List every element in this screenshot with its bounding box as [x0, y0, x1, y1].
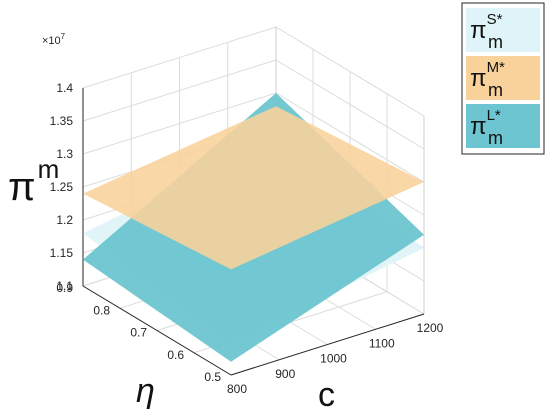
z-axis-label: πm [8, 154, 59, 209]
legend-label: πM* m [470, 59, 505, 100]
surface-m-star [83, 106, 424, 270]
legend-swatch [466, 104, 540, 148]
z-tick-label: 1.25 [50, 180, 74, 194]
y-tick-label: 0.8 [93, 303, 110, 317]
x-axis-label: c [318, 376, 335, 414]
legend-label: πL* m [470, 107, 503, 148]
y-tick-label: 0.9 [56, 281, 73, 295]
x-axis-line [230, 313, 425, 376]
legend-label: πS* m [470, 11, 503, 52]
y-axis-label: η [136, 372, 155, 410]
x-tick-label: 1000 [320, 352, 347, 366]
legend-swatch [466, 56, 540, 100]
z-tick-label: 1.4 [56, 81, 73, 95]
z-tick-label: 1.15 [50, 246, 74, 260]
exponent-label: ×107 [42, 32, 66, 47]
y-tick-label: 0.5 [204, 370, 221, 384]
x-tick-label: 1200 [417, 321, 444, 335]
z-tick-label: 1.2 [56, 213, 73, 227]
floor-lines [82, 285, 425, 376]
x-tick-label: 800 [227, 382, 247, 396]
z-tick-label: 1.35 [50, 114, 74, 128]
z-tick-label: 1.1 [56, 279, 73, 293]
legend: πS* m πM* m πL* m [461, 2, 545, 155]
z-tick-label: 1.3 [56, 147, 73, 161]
x-tick-label: 1100 [369, 336, 395, 350]
y-tick-label: 0.6 [167, 348, 184, 362]
surfaces [83, 93, 424, 362]
z-gridline [82, 26, 425, 117]
tick-labels: 800 900 1000 1100 1200 0.5 0.6 0.7 0.8 0.91.1 1.15… [50, 81, 444, 396]
legend-swatch [466, 8, 540, 52]
y-tick-label: 0.7 [130, 326, 147, 340]
y-axis-line [82, 285, 232, 376]
x-tick-label: 900 [275, 367, 295, 381]
